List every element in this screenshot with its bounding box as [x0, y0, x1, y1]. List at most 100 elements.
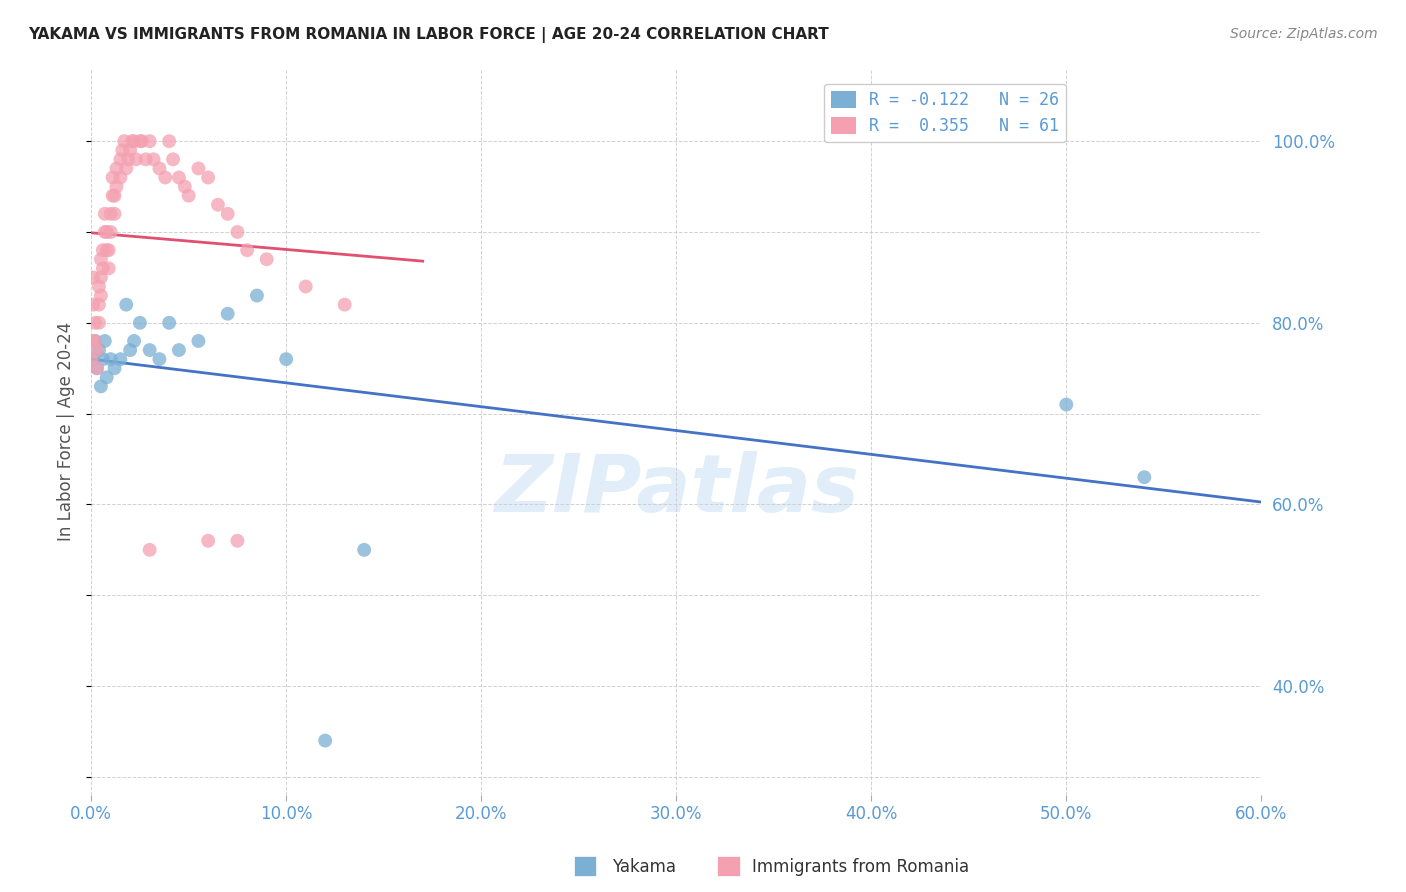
Point — [226, 225, 249, 239]
Point — [157, 316, 180, 330]
Point — [84, 334, 107, 348]
Point — [80, 334, 103, 348]
Point — [103, 188, 125, 202]
Point — [96, 243, 118, 257]
Point — [142, 153, 165, 167]
Point — [148, 352, 170, 367]
Point — [91, 352, 114, 367]
Point — [112, 134, 135, 148]
Point — [91, 243, 114, 257]
Point — [82, 352, 104, 367]
Point — [117, 153, 139, 167]
Point — [111, 143, 134, 157]
Point — [138, 542, 160, 557]
Point — [246, 288, 269, 302]
Point — [100, 207, 122, 221]
Point — [226, 533, 249, 548]
Point — [110, 352, 132, 367]
Point — [110, 153, 132, 167]
Point — [138, 134, 160, 148]
Point — [122, 334, 145, 348]
Point — [162, 153, 184, 167]
Point — [94, 225, 117, 239]
Text: Yakama: Yakama — [612, 858, 676, 876]
Point — [86, 361, 108, 376]
Point — [96, 370, 118, 384]
Text: Immigrants from Romania: Immigrants from Romania — [752, 858, 969, 876]
Point — [120, 143, 142, 157]
Point — [84, 334, 107, 348]
Point — [94, 334, 117, 348]
Point — [167, 343, 190, 357]
Point — [80, 352, 103, 367]
Point — [157, 134, 180, 148]
Legend: R = -0.122   N = 26, R =  0.355   N = 61: R = -0.122 N = 26, R = 0.355 N = 61 — [824, 84, 1066, 142]
Point — [96, 225, 118, 239]
Point — [87, 298, 110, 312]
Point — [187, 161, 209, 176]
Point — [105, 179, 128, 194]
Point — [353, 542, 375, 557]
Point — [103, 361, 125, 376]
Point — [97, 243, 120, 257]
Point — [131, 134, 153, 148]
Point — [135, 153, 157, 167]
Point — [120, 343, 142, 357]
Point — [207, 198, 229, 212]
Point — [91, 261, 114, 276]
Point — [110, 170, 132, 185]
Point — [101, 188, 124, 202]
Point — [129, 134, 152, 148]
Point — [217, 307, 239, 321]
Point — [173, 179, 195, 194]
Text: ZIPatlas: ZIPatlas — [494, 451, 859, 529]
Bar — [717, 856, 740, 876]
Point — [90, 379, 112, 393]
Y-axis label: In Labor Force | Age 20-24: In Labor Force | Age 20-24 — [58, 322, 75, 541]
Point — [103, 207, 125, 221]
Point — [84, 316, 107, 330]
Point — [187, 334, 209, 348]
Point — [115, 161, 138, 176]
Point — [256, 252, 278, 267]
Point — [155, 170, 177, 185]
Text: Source: ZipAtlas.com: Source: ZipAtlas.com — [1230, 27, 1378, 41]
Point — [138, 343, 160, 357]
Point — [86, 343, 108, 357]
Point — [90, 288, 112, 302]
Point — [100, 225, 122, 239]
Point — [167, 170, 190, 185]
Point — [314, 733, 336, 747]
Point — [82, 298, 104, 312]
Point — [236, 243, 259, 257]
Point — [100, 352, 122, 367]
Point — [86, 361, 108, 376]
Point — [148, 161, 170, 176]
Point — [129, 316, 152, 330]
Point — [122, 134, 145, 148]
Point — [105, 161, 128, 176]
Point — [90, 270, 112, 285]
Point — [1133, 470, 1156, 484]
Point — [101, 170, 124, 185]
Point — [177, 188, 200, 202]
Point — [94, 207, 117, 221]
Point — [276, 352, 298, 367]
Point — [87, 316, 110, 330]
Point — [217, 207, 239, 221]
Bar — [574, 856, 596, 876]
Point — [97, 261, 120, 276]
Point — [333, 298, 356, 312]
Point — [115, 298, 138, 312]
Point — [82, 270, 104, 285]
Point — [121, 134, 143, 148]
Point — [87, 279, 110, 293]
Point — [1054, 398, 1077, 412]
Point — [90, 252, 112, 267]
Point — [125, 153, 148, 167]
Point — [197, 533, 219, 548]
Text: YAKAMA VS IMMIGRANTS FROM ROMANIA IN LABOR FORCE | AGE 20-24 CORRELATION CHART: YAKAMA VS IMMIGRANTS FROM ROMANIA IN LAB… — [28, 27, 830, 43]
Point — [197, 170, 219, 185]
Point — [294, 279, 316, 293]
Point — [87, 343, 110, 357]
